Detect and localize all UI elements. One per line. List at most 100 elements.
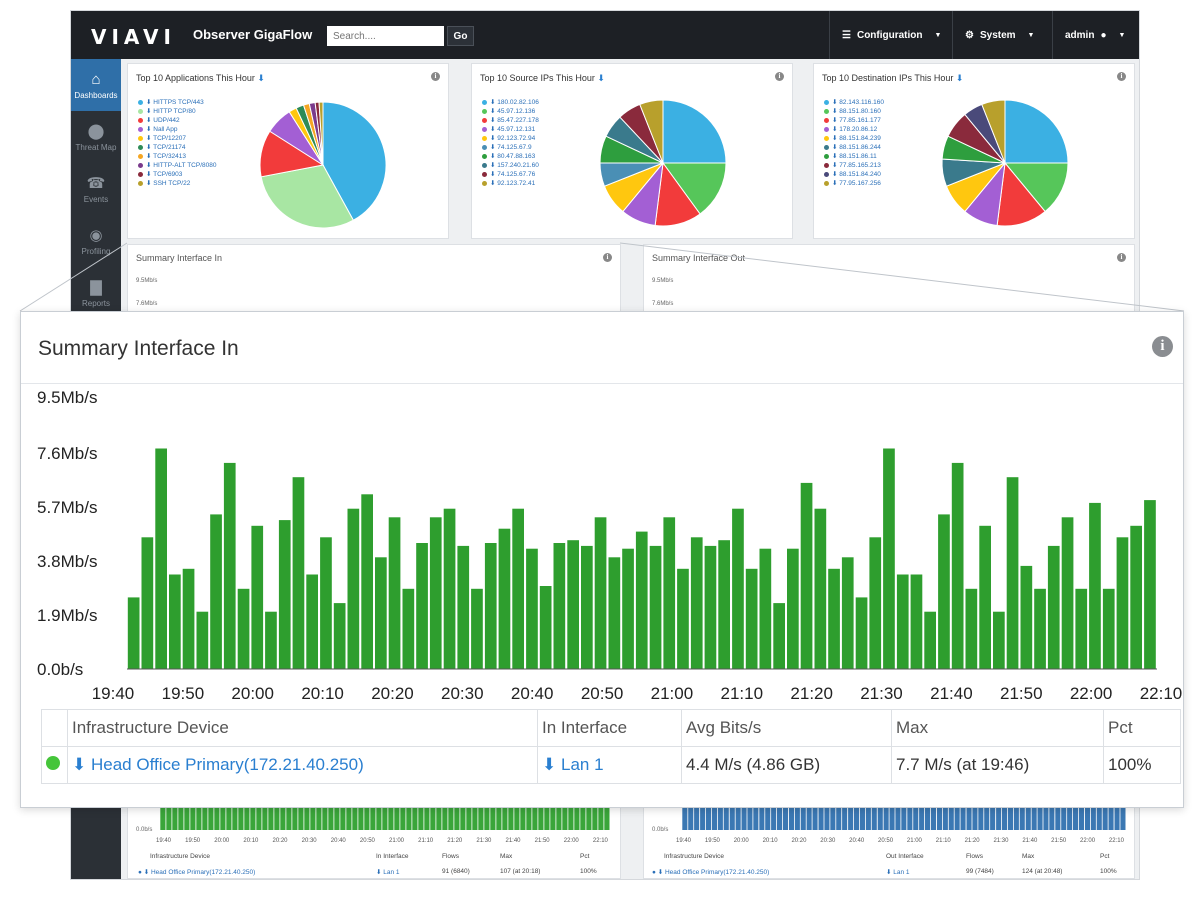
legend-item[interactable]: ⬇ 88.151.86.244 [824,143,884,152]
bar[interactable] [1020,565,1033,669]
bar[interactable] [237,588,250,669]
legend-item[interactable]: ⬇ 77.95.167.256 [824,179,884,188]
bar[interactable] [320,537,332,669]
bar[interactable] [896,574,909,670]
column-header[interactable]: Avg Bits/s [681,709,892,747]
bar[interactable] [828,568,840,669]
interface-link[interactable]: ⬇ Lan 1 [376,869,400,876]
pie-slice[interactable] [318,101,324,166]
legend-item[interactable]: ⬇ 88.151.86.11 [824,152,884,161]
bar[interactable] [306,574,318,670]
legend-item[interactable]: ⬇ 157.240.21.60 [482,161,539,170]
bar[interactable] [567,540,579,669]
download-icon[interactable]: ⬇ [72,755,87,774]
column-header[interactable]: Max [891,709,1104,747]
bar[interactable] [1102,588,1115,669]
mini-table-row[interactable]: ● ⬇ Head Office Primary(172.21.40.250) ⬇… [138,868,597,876]
legend-item[interactable]: ⬇ 45.97.12.131 [482,125,539,134]
bar[interactable] [1061,517,1074,669]
bar[interactable] [732,508,744,669]
bar[interactable] [196,611,209,669]
system-menu[interactable]: ⚙ System ▼ [952,11,1052,59]
legend-item[interactable]: ⬇ 180.02.82.106 [482,98,539,107]
pie-slice[interactable] [260,164,355,229]
legend-item[interactable]: ⬇ TCP/21174 [138,143,216,152]
bar[interactable] [498,528,511,669]
device-link[interactable]: ● ⬇ Head Office Primary(172.21.40.250) [138,869,256,876]
bar[interactable] [924,611,936,669]
bar[interactable] [883,448,895,670]
bar[interactable] [471,588,483,669]
info-icon[interactable]: i [603,253,612,262]
bar[interactable] [1144,500,1156,669]
legend-item[interactable]: ⬇ SSH TCP/22 [138,179,216,188]
bar[interactable] [841,557,854,669]
info-icon[interactable]: i [1152,336,1173,357]
info-icon[interactable]: i [1117,72,1126,81]
search-input[interactable] [327,26,444,46]
bar[interactable] [608,557,621,669]
mini-table-row[interactable]: ● ⬇ Head Office Primary(172.21.40.250) ⬇… [652,868,1117,876]
bar[interactable] [1006,477,1019,669]
bar[interactable] [429,517,442,669]
sidebar-item-events[interactable]: ☎ Events [71,163,121,215]
legend-item[interactable]: ⬇ 178.20.86.12 [824,125,884,134]
bar[interactable] [649,545,662,669]
bar[interactable] [690,537,703,669]
device-link[interactable]: ● ⬇ Head Office Primary(172.21.40.250) [652,869,770,876]
bar[interactable] [1047,545,1060,669]
legend-item[interactable]: ⬇ Nall App [138,125,216,134]
bar[interactable] [347,508,360,669]
bar[interactable] [622,548,634,669]
bar[interactable] [663,517,676,669]
legend-item[interactable]: ⬇ HITTPS TCP/443 [138,98,216,107]
sidebar-item-dashboards[interactable]: ⌂ Dashboards [71,59,121,111]
pie-slice[interactable] [662,99,727,164]
bar[interactable] [993,611,1005,669]
legend-item[interactable]: ⬇ UDP/442 [138,116,216,125]
bar[interactable] [526,548,538,669]
bar[interactable] [800,482,813,669]
legend-item[interactable]: ⬇ TCP/6903 [138,170,216,179]
legend-item[interactable]: ⬇ 45.97.12.136 [482,107,539,116]
bar[interactable] [278,520,291,669]
bar[interactable] [635,531,648,669]
bar[interactable] [333,603,346,669]
sidebar-item-profiling[interactable]: ◉ Profiling [71,215,121,267]
pie-slice[interactable] [639,99,664,164]
bar[interactable] [210,514,222,669]
legend-item[interactable]: ⬇ 92.123.72.94 [482,134,539,143]
bar[interactable] [416,543,428,669]
bar[interactable] [141,537,154,669]
column-header[interactable]: Infrastructure Device [67,709,538,747]
legend-item[interactable]: ⬇ 77.85.165.213 [824,161,884,170]
legend-item[interactable]: ⬇ 74.125.67.76 [482,170,539,179]
legend-item[interactable]: ⬇ 82.143.116.160 [824,98,884,107]
legend-item[interactable]: ⬇ HITTP-ALT TCP/8080 [138,161,216,170]
download-icon[interactable]: ⬇ [257,73,265,83]
bar[interactable] [512,508,524,669]
pie-slice[interactable] [981,99,1006,164]
bar[interactable] [1075,588,1088,669]
bar[interactable] [265,611,277,669]
bar[interactable] [704,545,717,669]
bar[interactable] [553,543,566,669]
bar[interactable] [979,525,991,669]
download-icon[interactable]: ⬇ [597,73,605,83]
bar[interactable] [581,545,593,669]
bar[interactable] [910,574,923,670]
legend-item[interactable]: ⬇ 77.85.161.177 [824,116,884,125]
download-icon[interactable]: ⬇ [542,755,557,774]
bar[interactable] [745,568,758,669]
bar[interactable] [443,508,456,669]
legend-item[interactable]: ⬇ 92.123.72.41 [482,179,539,188]
bar[interactable] [951,462,964,669]
bar[interactable] [127,597,140,669]
bar[interactable] [814,508,827,669]
bar[interactable] [251,525,264,669]
legend-item[interactable]: ⬇ 88.151.84.240 [824,170,884,179]
interface-link[interactable]: ⬇ Lan 1 [537,746,682,784]
bar[interactable] [938,514,950,669]
bar[interactable] [594,517,607,669]
interface-link[interactable]: ⬇ Lan 1 [886,869,910,876]
